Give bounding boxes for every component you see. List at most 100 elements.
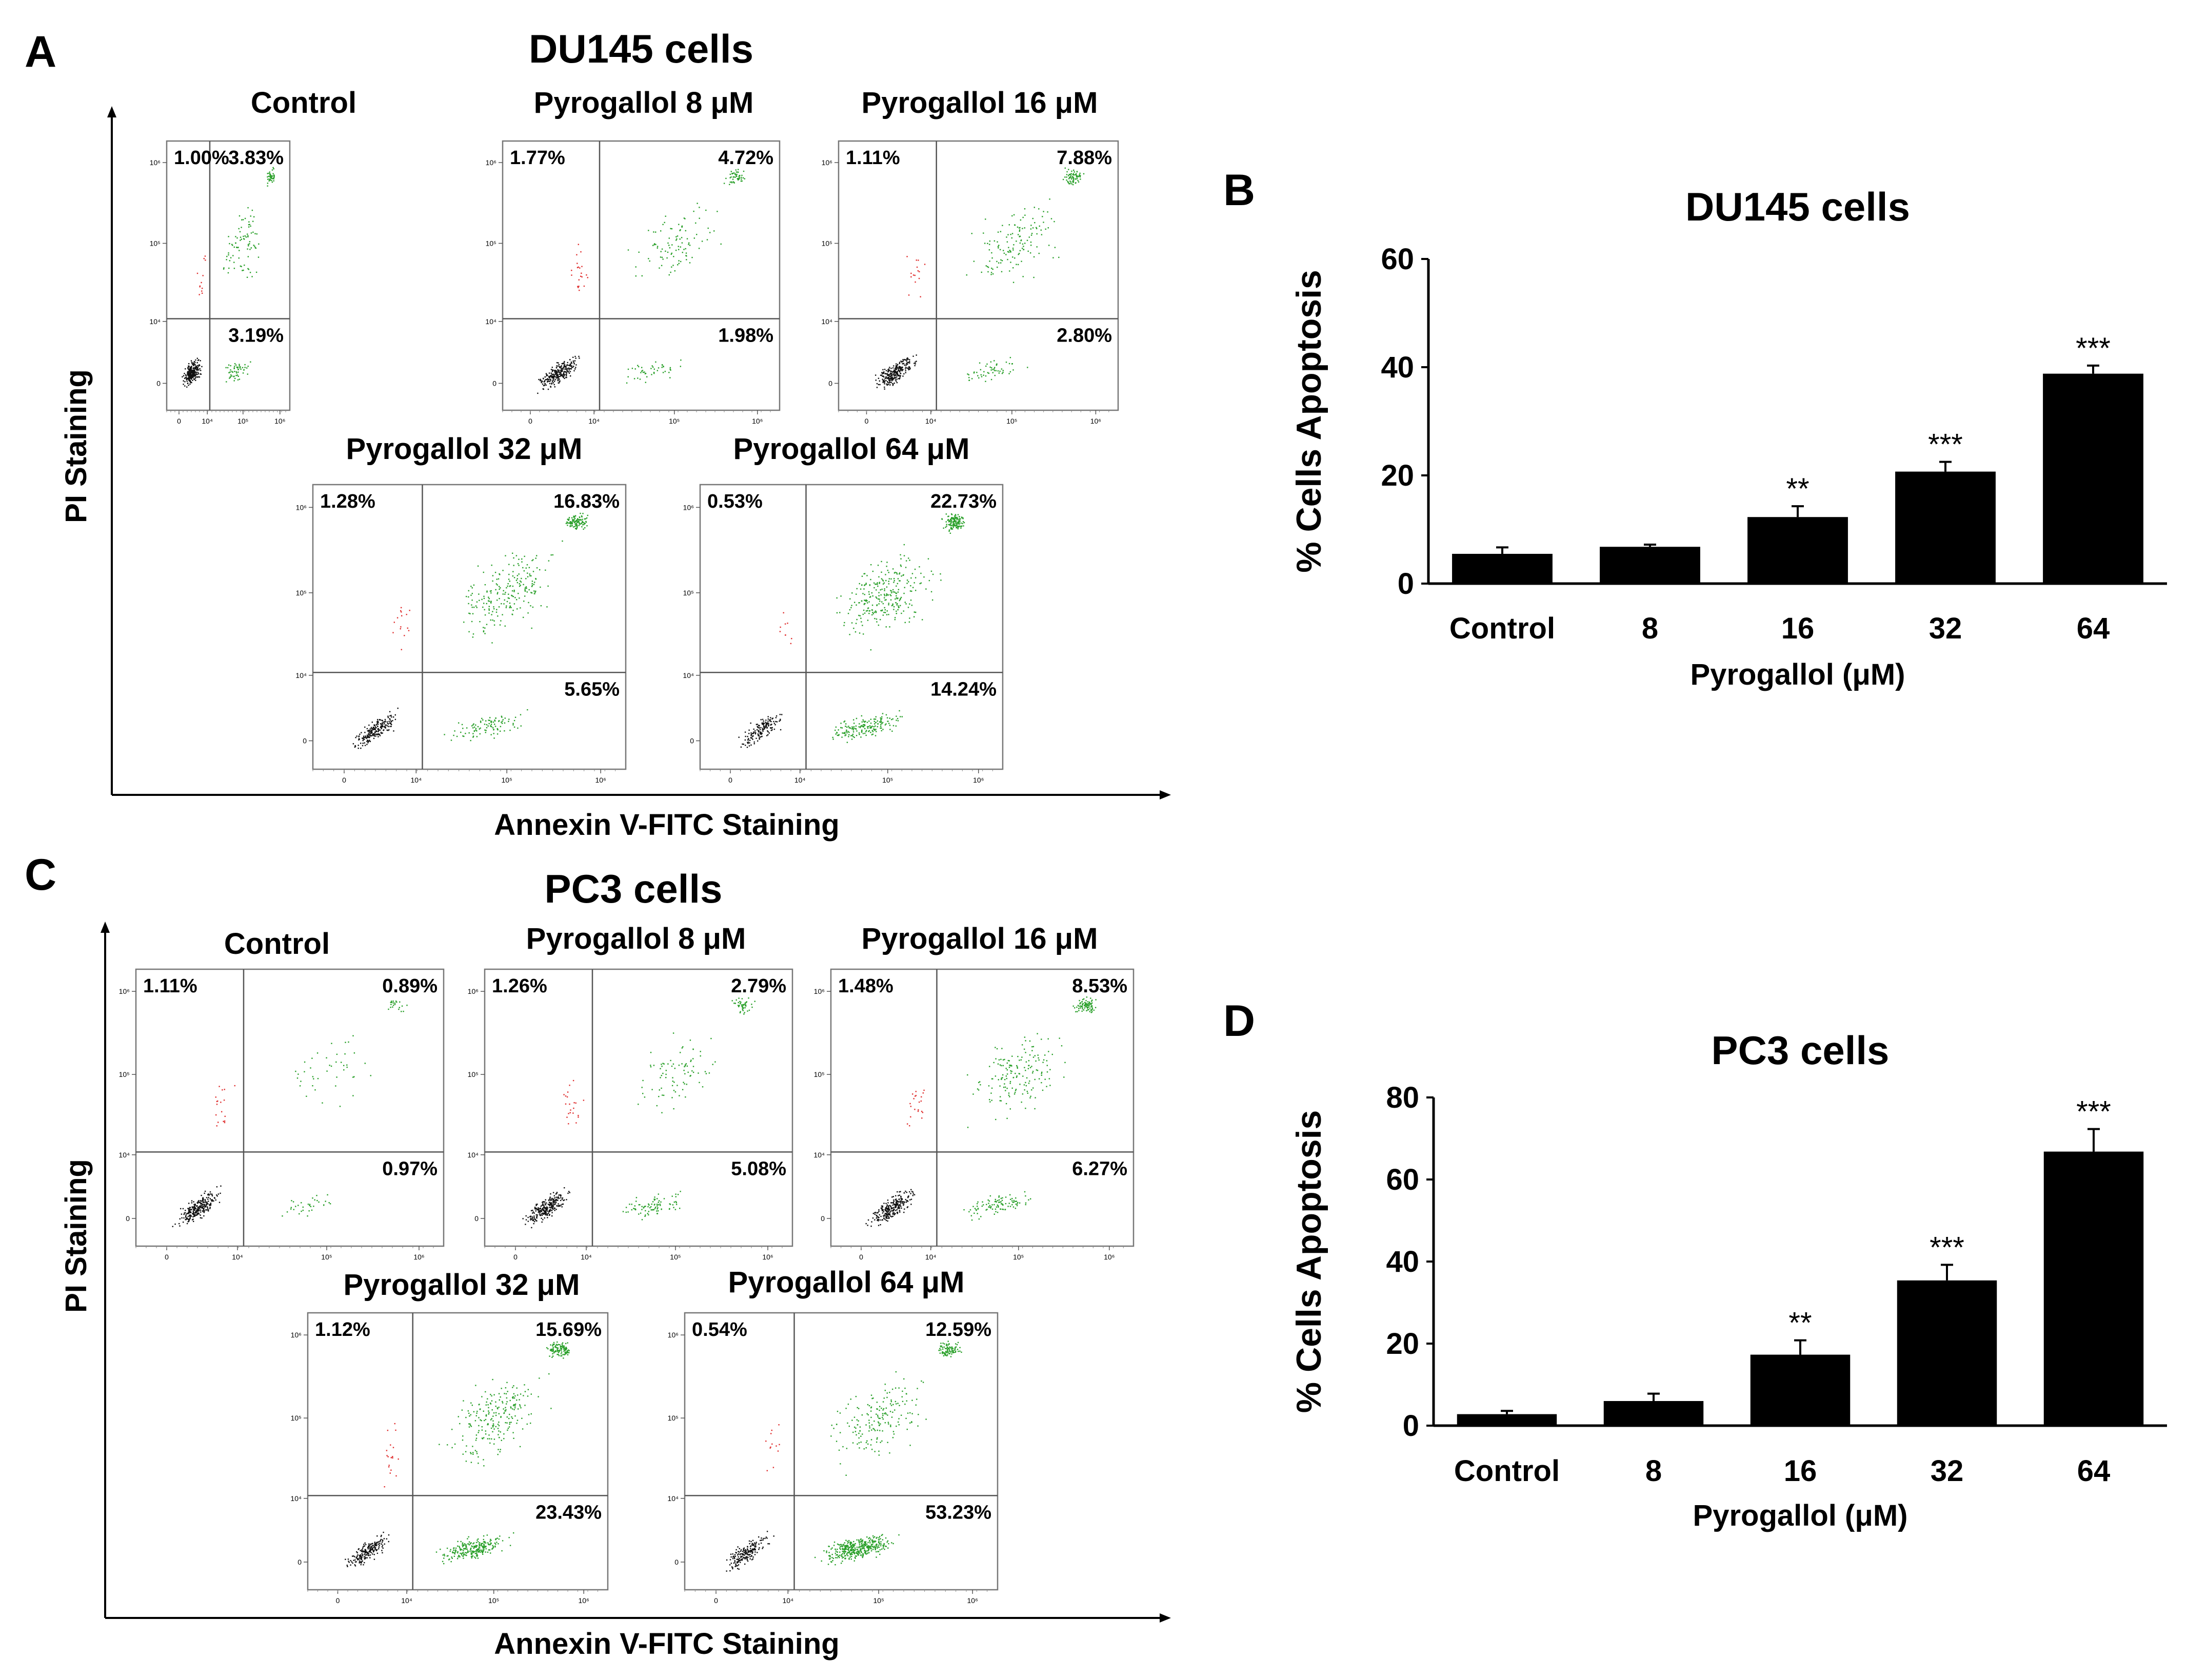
flow-dot-late	[691, 1070, 693, 1072]
flow-dot-early	[850, 735, 852, 736]
flow-dot-early	[487, 725, 489, 727]
flow-dot-late	[1087, 1007, 1088, 1009]
flow-dot-late	[861, 621, 862, 623]
flow-dot-live	[206, 1203, 208, 1204]
flow-dot-late	[739, 175, 741, 176]
flow-dot-late	[963, 522, 965, 524]
flow-dot-live	[388, 1541, 389, 1543]
flow-dot-early	[479, 728, 480, 730]
flow-dot-live	[887, 1208, 889, 1209]
flow-dot-late	[665, 1070, 667, 1071]
flow-dot-late	[1041, 1082, 1042, 1084]
flow-dot-late	[882, 583, 884, 585]
flow-dot-early	[238, 378, 241, 380]
flow-dot-late	[886, 562, 888, 563]
flow-dot-live	[192, 368, 194, 370]
flow-dot-late	[940, 579, 942, 581]
flow-dot-late	[506, 601, 508, 603]
flow-dot-late	[1047, 211, 1048, 213]
flow-dot-late	[751, 1006, 753, 1008]
flow-dot-late	[505, 592, 506, 593]
flow-dot-late	[568, 517, 570, 518]
flow-dot-live	[196, 369, 198, 370]
flow-dot-late	[692, 1066, 694, 1067]
flow-dot-live	[193, 1204, 195, 1205]
flow-dot-late	[499, 588, 500, 590]
flow-dot-late	[960, 527, 962, 529]
flow-dot-late	[574, 517, 576, 519]
flow-dot-live	[376, 1552, 379, 1554]
flow-dot-live	[893, 370, 896, 372]
flow-dot-live	[761, 722, 763, 724]
flow-dot-late	[247, 233, 248, 235]
flow-dot-late	[491, 565, 492, 566]
flow-dot-late	[897, 578, 899, 579]
flow-dot-live	[549, 1205, 550, 1206]
flow-dot-live	[906, 1199, 908, 1202]
flow-dot-late	[513, 557, 514, 559]
flow-dot-late	[237, 247, 239, 248]
flow-dot-late	[534, 582, 535, 583]
flow-dot-early	[328, 1202, 330, 1204]
flow-dot-live	[753, 741, 755, 743]
flow-dot-live	[376, 721, 378, 723]
flow-dot-live	[894, 368, 897, 370]
flow-dot-late	[897, 597, 899, 599]
flow-dot-live	[372, 733, 374, 735]
flow-dot-late	[899, 580, 900, 582]
flow-dot-live	[553, 384, 555, 386]
flow-dot-late	[885, 599, 887, 601]
flow-dot-live	[549, 1211, 550, 1212]
flow-dot-live	[896, 1212, 898, 1213]
flow-dot-late	[574, 515, 576, 517]
flow-dot-early	[853, 719, 854, 721]
flow-dot-late	[740, 1003, 741, 1005]
flow-dot-live	[192, 1213, 194, 1215]
flow-dot-live	[544, 1213, 546, 1215]
flow-dot-live	[768, 725, 769, 727]
flow-dot-late	[1037, 1033, 1038, 1034]
flow-dot-live	[192, 375, 193, 377]
flow-dot-early	[983, 371, 985, 373]
flow-dot-late	[688, 242, 690, 244]
flow-dot-live	[200, 370, 202, 371]
flow-dot-late	[740, 180, 742, 182]
flow-dot-early	[993, 1204, 995, 1206]
flow-dot-live	[572, 361, 574, 362]
flow-dot-live	[882, 1219, 884, 1221]
flow-dot-late	[576, 520, 578, 522]
flow-dot-live	[566, 373, 567, 375]
flow-dot-early	[495, 717, 496, 719]
flow-dot-late	[228, 252, 229, 254]
flow-dot-late	[525, 578, 527, 579]
flow-dot-live	[188, 1203, 190, 1204]
flow-dot-live	[190, 372, 192, 374]
flow-dot-late	[511, 594, 512, 596]
flow-dot-live	[548, 1202, 550, 1203]
flow-dot-live	[373, 727, 375, 729]
flow-dot-late	[1034, 1078, 1036, 1081]
flow-dot-late	[893, 582, 894, 583]
flow-dot-late	[232, 245, 233, 246]
flow-dot-late	[1007, 1059, 1009, 1062]
flow-dot-late	[488, 598, 490, 599]
flow-dot-live	[893, 1213, 896, 1215]
flow-dot-late	[951, 514, 953, 515]
flow-dot-live	[543, 378, 544, 379]
flow-dot-live	[542, 1203, 544, 1205]
flow-dot-live	[568, 367, 570, 369]
flow-dot-early	[983, 1204, 984, 1206]
flow-dot-live	[902, 375, 904, 377]
flow-dot-live	[185, 377, 186, 378]
flow-dot-early	[669, 367, 671, 369]
flow-dot-live	[893, 374, 896, 376]
flow-dot-late	[1022, 243, 1024, 245]
flow-dot-late	[949, 521, 951, 522]
flow-dot-live	[367, 1552, 368, 1554]
flow-dot-early	[1000, 1208, 1001, 1210]
flow-dot-late	[900, 598, 901, 599]
flow-dot-live	[769, 720, 771, 722]
flow-dot-late	[583, 524, 585, 525]
flow-dot-late	[738, 176, 740, 178]
